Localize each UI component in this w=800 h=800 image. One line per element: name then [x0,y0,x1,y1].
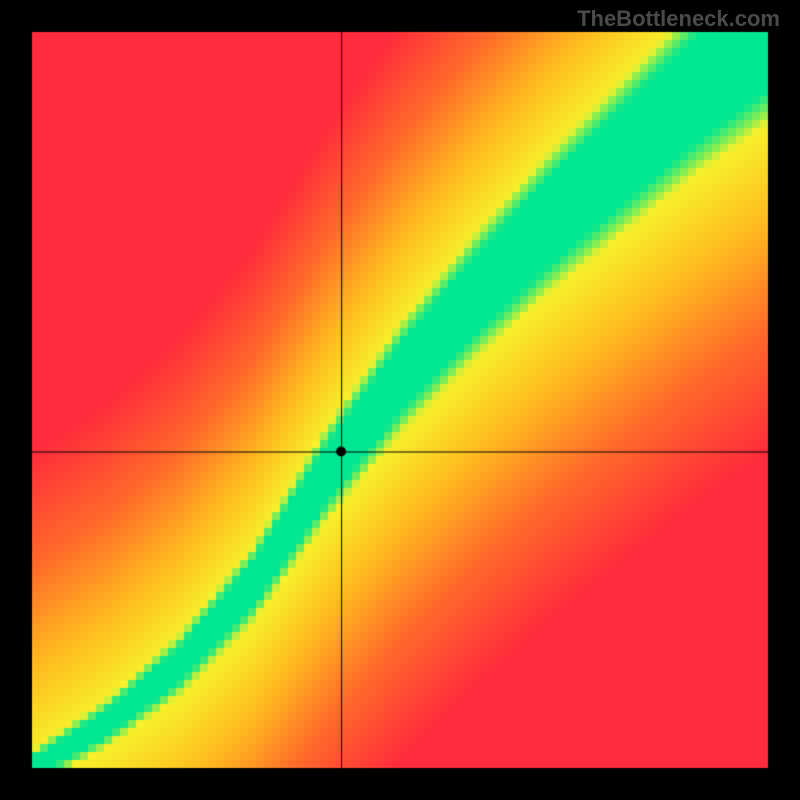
chart-container: TheBottleneck.com [0,0,800,800]
watermark-text: TheBottleneck.com [577,6,780,32]
bottleneck-heatmap [0,0,800,800]
